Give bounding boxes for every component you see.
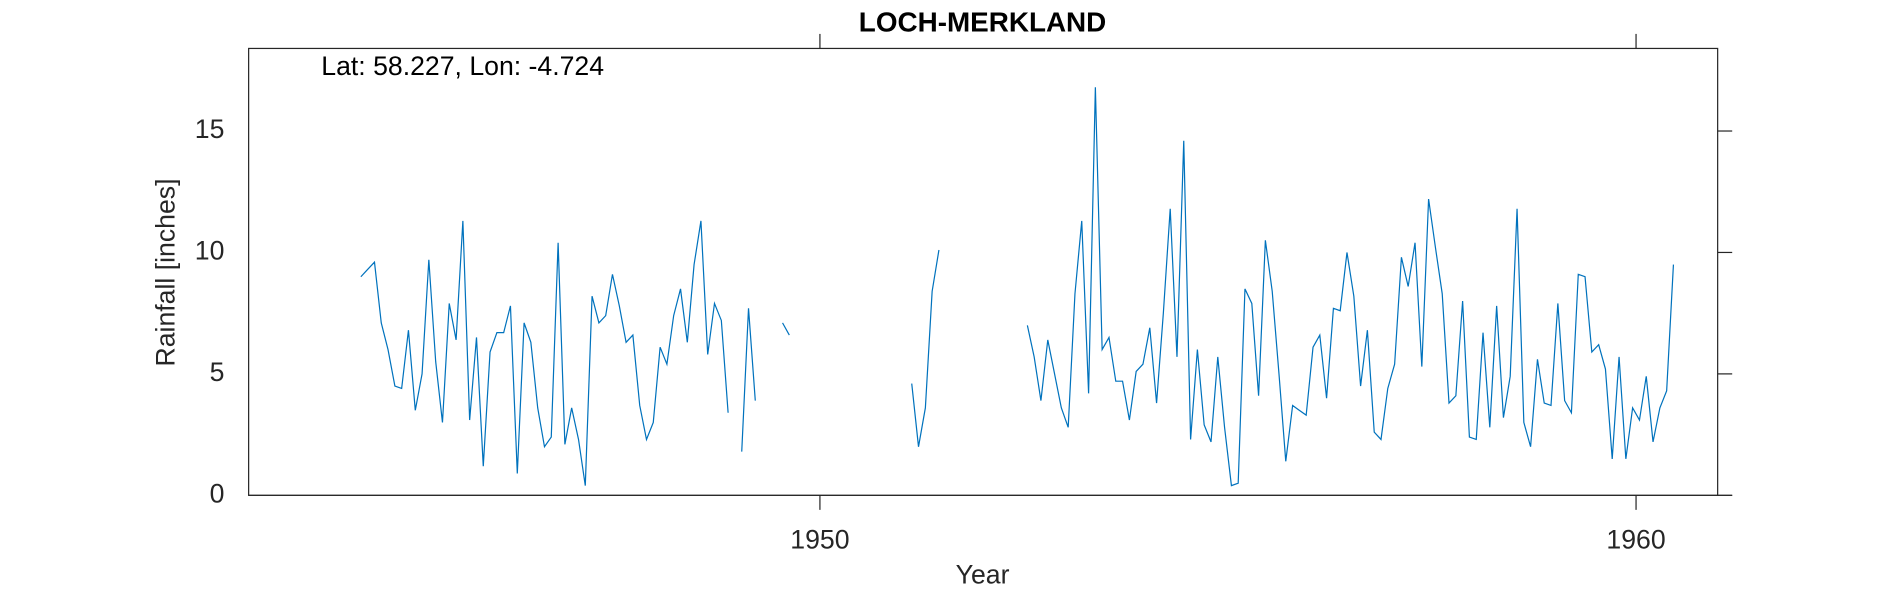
y-axis-label: Rainfall [inches] bbox=[151, 179, 181, 367]
x-tick-label: 1960 bbox=[1606, 524, 1665, 554]
y-tick-label: 5 bbox=[210, 357, 225, 387]
plot-box bbox=[248, 47, 1719, 496]
chart-title: LOCH-MERKLAND bbox=[859, 7, 1106, 38]
x-axis-label: Year bbox=[956, 559, 1010, 589]
data-line bbox=[360, 87, 1675, 487]
y-tick-label: 15 bbox=[195, 114, 225, 144]
y-tick-label: 10 bbox=[195, 235, 225, 265]
x-tick-label: 1950 bbox=[790, 524, 849, 554]
y-tick-label: 0 bbox=[210, 478, 225, 508]
annotation: Lat: 58.227, Lon: -4.724 bbox=[321, 51, 604, 81]
